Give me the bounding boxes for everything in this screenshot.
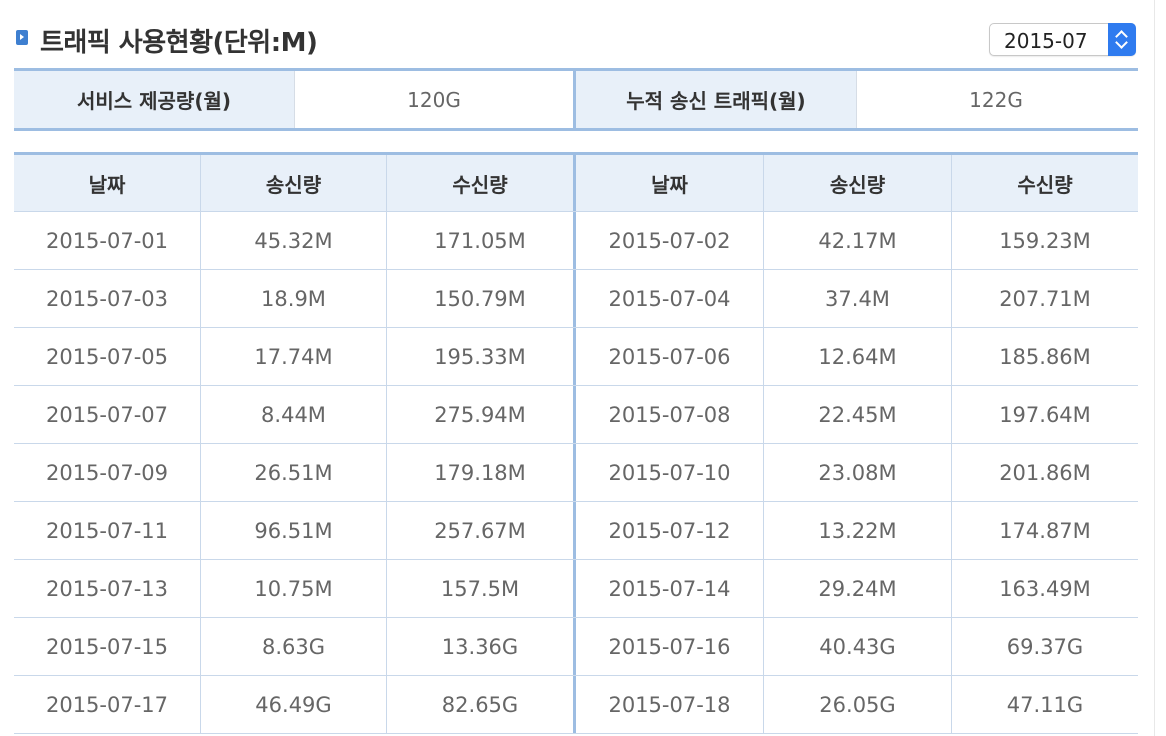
page-title: 트래픽 사용현황(단위:M) — [40, 28, 318, 58]
sent-cell: 8.44M — [201, 386, 387, 443]
sent-cell: 13.22M — [764, 502, 952, 559]
sent-cell: 17.74M — [201, 328, 387, 385]
page-header: 트래픽 사용현황(단위:M) 2015-07 — [14, 0, 1138, 68]
received-cell: 82.65G — [441, 692, 519, 717]
table-row: 2015-07-05 17.74M 195.33M 2015-07-06 12.64M 1… — [14, 328, 1138, 386]
received-cell: 174.87M — [999, 518, 1091, 543]
arrow-bullet-icon — [16, 30, 28, 45]
table-divider — [573, 444, 576, 501]
sent-cell: 40.43G — [764, 618, 952, 675]
service-amount-value: 120G — [407, 87, 461, 112]
sent-cell: 18.9M — [201, 270, 387, 327]
table-divider — [573, 502, 576, 559]
received-cell: 257.67M — [434, 518, 526, 543]
sent-cell: 26.05G — [764, 676, 952, 733]
received-cell: 150.79M — [434, 286, 526, 311]
traffic-table: 날짜 송신량 수신량 날짜 송신량 수신량 2015-07-01 45.32M 17… — [14, 152, 1138, 734]
sent-cell: 12.64M — [764, 328, 952, 385]
received-cell: 171.05M — [434, 228, 526, 253]
table-row: 2015-07-01 45.32M 171.05M 2015-07-02 42.17M 1… — [14, 212, 1138, 270]
sent-cell: 96.51M — [201, 502, 387, 559]
sent-cell: 29.24M — [764, 560, 952, 617]
date-cell: 2015-07-01 — [14, 212, 201, 269]
sent-cell: 42.17M — [764, 212, 952, 269]
date-cell: 2015-07-08 — [576, 386, 764, 443]
received-cell: 69.37G — [1006, 634, 1084, 659]
date-cell: 2015-07-02 — [576, 212, 764, 269]
received-cell: 47.11G — [1006, 692, 1084, 717]
table-divider — [573, 155, 576, 211]
date-cell: 2015-07-16 — [576, 618, 764, 675]
table-divider — [573, 270, 576, 327]
month-select[interactable]: 2015-07 — [989, 23, 1136, 56]
received-cell: 201.86M — [999, 460, 1091, 485]
table-row: 2015-07-11 96.51M 257.67M 2015-07-12 13.22M 1… — [14, 502, 1138, 560]
scrollbar-track[interactable] — [1154, 0, 1155, 736]
service-amount-label: 서비스 제공량(월) — [14, 71, 295, 128]
sent-cell: 23.08M — [764, 444, 952, 501]
sent-traffic-value: 122G — [969, 87, 1023, 112]
date-cell: 2015-07-04 — [576, 270, 764, 327]
table-row: 2015-07-13 10.75M 157.5M 2015-07-14 29.24M 16… — [14, 560, 1138, 618]
table-row: 2015-07-09 26.51M 179.18M 2015-07-10 23.08M 2… — [14, 444, 1138, 502]
up-down-chevron-icon[interactable] — [1108, 23, 1136, 56]
date-cell: 2015-07-13 — [14, 560, 201, 617]
received-cell: 13.36G — [441, 634, 519, 659]
column-header-date: 날짜 — [14, 155, 201, 211]
date-cell: 2015-07-18 — [576, 676, 764, 733]
date-cell: 2015-07-09 — [14, 444, 201, 501]
month-select-value[interactable]: 2015-07 — [1004, 29, 1088, 53]
column-header-sent: 송신량 — [764, 155, 952, 211]
table-row: 2015-07-03 18.9M 150.79M 2015-07-04 37.4M 207… — [14, 270, 1138, 328]
sent-cell: 22.45M — [764, 386, 952, 443]
table-divider — [573, 560, 576, 617]
table-row: 2015-07-17 46.49G 82.65G 2015-07-18 26.05G 47… — [14, 676, 1138, 734]
column-header-sent: 송신량 — [201, 155, 387, 211]
received-cell: 159.23M — [999, 228, 1091, 253]
date-cell: 2015-07-15 — [14, 618, 201, 675]
date-cell: 2015-07-11 — [14, 502, 201, 559]
table-divider — [573, 676, 576, 733]
sent-traffic-label: 누적 송신 트래픽(월) — [576, 71, 857, 128]
sent-cell: 8.63G — [201, 618, 387, 675]
table-divider — [573, 212, 576, 269]
column-header-date: 날짜 — [576, 155, 764, 211]
sent-cell: 26.51M — [201, 444, 387, 501]
table-row: 2015-07-07 8.44M 275.94M 2015-07-08 22.45M 19… — [14, 386, 1138, 444]
received-cell: 195.33M — [434, 344, 526, 369]
date-cell: 2015-07-10 — [576, 444, 764, 501]
summary-divider — [573, 71, 576, 128]
date-cell: 2015-07-05 — [14, 328, 201, 385]
table-divider — [573, 328, 576, 385]
sent-cell: 37.4M — [764, 270, 952, 327]
received-cell: 207.71M — [999, 286, 1091, 311]
table-divider — [573, 618, 576, 675]
received-cell: 157.5M — [440, 576, 520, 601]
sent-cell: 46.49G — [201, 676, 387, 733]
traffic-summary: 서비스 제공량(월) 120G 누적 송신 트래픽(월) 122G — [14, 68, 1138, 131]
received-cell: 275.94M — [434, 402, 526, 427]
date-cell: 2015-07-12 — [576, 502, 764, 559]
date-cell: 2015-07-07 — [14, 386, 201, 443]
date-cell: 2015-07-06 — [576, 328, 764, 385]
date-cell: 2015-07-14 — [576, 560, 764, 617]
table-header-row: 날짜 송신량 수신량 날짜 송신량 수신량 — [14, 155, 1138, 212]
sent-cell: 45.32M — [201, 212, 387, 269]
received-cell: 185.86M — [999, 344, 1091, 369]
date-cell: 2015-07-17 — [14, 676, 201, 733]
received-cell: 197.64M — [999, 402, 1091, 427]
column-header-received: 수신량 — [1017, 172, 1073, 197]
received-cell: 179.18M — [434, 460, 526, 485]
received-cell: 163.49M — [999, 576, 1091, 601]
table-row: 2015-07-15 8.63G 13.36G 2015-07-16 40.43G 69.… — [14, 618, 1138, 676]
table-divider — [573, 386, 576, 443]
sent-cell: 10.75M — [201, 560, 387, 617]
column-header-received: 수신량 — [452, 172, 508, 197]
date-cell: 2015-07-03 — [14, 270, 201, 327]
